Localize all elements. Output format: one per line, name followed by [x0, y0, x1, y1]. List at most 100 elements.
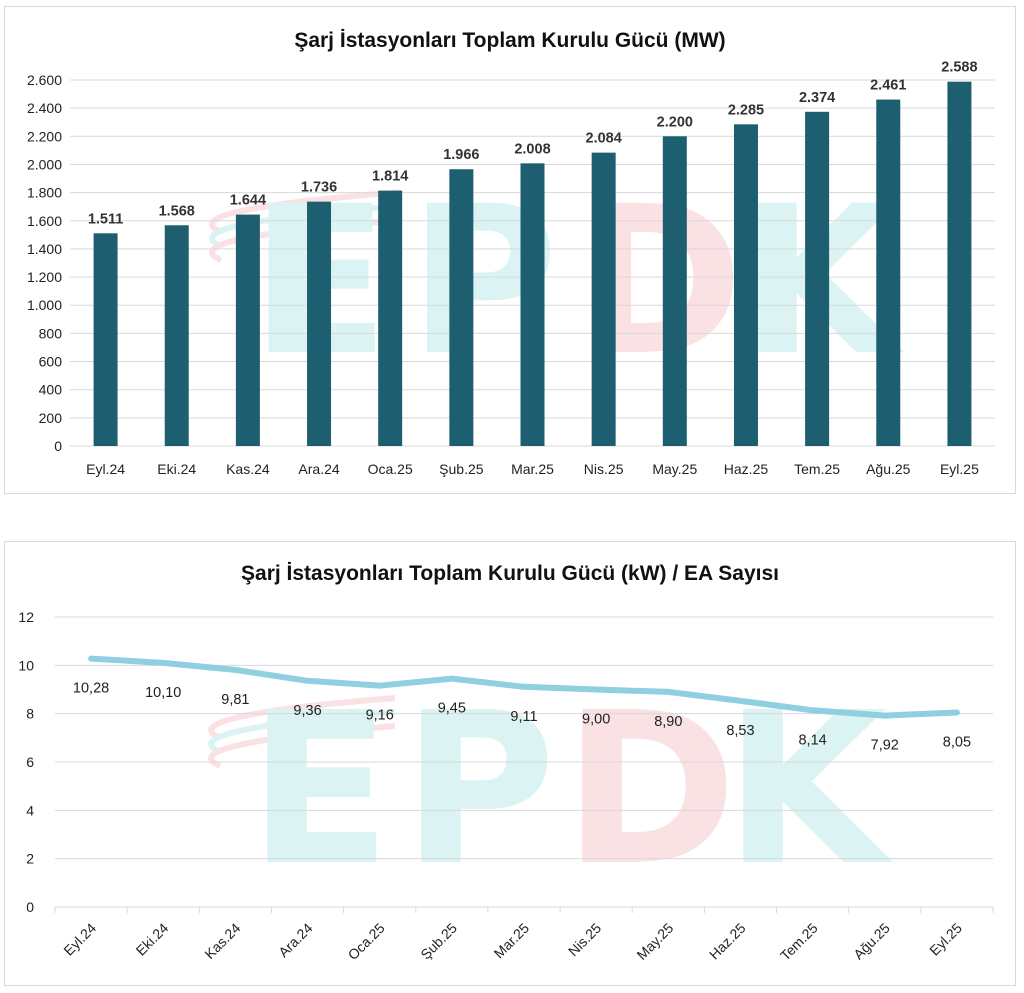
- bar-chart-panel: Şarj İstasyonları Toplam Kurulu Gücü (MW…: [4, 6, 1016, 494]
- svg-text:E: E: [248, 667, 391, 912]
- y-tick-label: 1.400: [27, 241, 62, 257]
- bar-chart-title: Şarj İstasyonları Toplam Kurulu Gücü (MW…: [294, 29, 726, 52]
- data-label: 2.285: [728, 102, 764, 118]
- x-tick-label: Oca.25: [345, 920, 388, 963]
- data-label: 7,92: [871, 738, 899, 754]
- x-tick-label: Mar.25: [491, 920, 533, 962]
- data-label: 1.966: [443, 147, 479, 163]
- x-tick-label: Eyl.24: [60, 920, 99, 959]
- bar: [733, 124, 758, 446]
- bar: [520, 163, 545, 446]
- data-label: 9,36: [293, 703, 321, 719]
- bar: [164, 225, 189, 446]
- bar: [876, 99, 901, 446]
- x-tick-label: May.25: [652, 461, 697, 477]
- bar: [947, 81, 972, 446]
- data-point: [378, 684, 381, 687]
- y-tick-label: 10: [18, 657, 34, 673]
- y-tick-label: 2: [26, 851, 34, 867]
- x-tick-label: Kas.24: [201, 920, 243, 962]
- y-tick-label: 2.200: [27, 128, 62, 144]
- x-tick-label: Ara.24: [298, 461, 339, 477]
- bar: [591, 152, 616, 447]
- data-label: 9,11: [510, 709, 537, 725]
- x-tick-label: Eki.24: [157, 461, 196, 477]
- data-point: [811, 709, 814, 712]
- data-label: 1.814: [372, 169, 408, 185]
- data-label: 2.008: [514, 141, 550, 157]
- bar-chart: EPDK02004006008001.0001.2001.4001.6001.8…: [27, 60, 995, 477]
- x-tick-label: May.25: [633, 920, 676, 963]
- data-label: 1.736: [301, 180, 337, 196]
- data-label: 2.461: [870, 78, 906, 94]
- data-label: 10,28: [73, 681, 109, 697]
- data-point: [523, 685, 525, 688]
- data-label: 9,45: [438, 701, 466, 717]
- bar: [378, 190, 403, 446]
- x-tick-label: Şub.25: [439, 461, 484, 477]
- line-chart-title: Şarj İstasyonları Toplam Kurulu Gücü (kW…: [241, 562, 779, 585]
- data-label: 8,90: [654, 714, 682, 730]
- x-tick-label: Ara.24: [275, 920, 316, 961]
- data-label: 2.084: [586, 131, 622, 147]
- data-point: [883, 714, 886, 717]
- x-tick-label: Eyl.24: [86, 461, 125, 477]
- line-chart-panel: Şarj İstasyonları Toplam Kurulu Gücü (kW…: [4, 541, 1016, 986]
- x-tick-label: Kas.24: [226, 461, 270, 477]
- y-tick-label: 6: [26, 754, 34, 770]
- y-tick-label: 2.400: [27, 100, 62, 116]
- y-tick-label: 1.600: [27, 213, 62, 229]
- data-label: 9,16: [366, 708, 394, 724]
- x-tick-label: Tem.25: [777, 920, 821, 964]
- y-tick-label: 0: [26, 899, 34, 915]
- bar: [93, 233, 118, 446]
- x-tick-label: Eyl.25: [940, 461, 979, 477]
- y-tick-label: 600: [39, 354, 63, 370]
- y-tick-label: 1.200: [27, 269, 62, 285]
- data-label: 1.644: [230, 193, 266, 209]
- svg-text:P: P: [402, 667, 556, 912]
- data-label: 8,14: [798, 732, 826, 748]
- x-tick-label: Ağu.25: [866, 461, 911, 477]
- data-label: 8,05: [943, 734, 971, 750]
- x-tick-label: Haz.25: [724, 461, 769, 477]
- x-tick-label: Nis.25: [565, 920, 605, 960]
- data-label: 1.568: [159, 203, 195, 219]
- x-tick-label: Oca.25: [368, 461, 413, 477]
- bar: [235, 214, 260, 446]
- x-tick-label: Mar.25: [511, 461, 554, 477]
- data-label: 10,10: [145, 685, 181, 701]
- data-point: [450, 677, 453, 680]
- data-label: 9,00: [582, 712, 610, 728]
- svg-text:D: D: [563, 667, 737, 912]
- bar: [449, 169, 474, 447]
- data-point: [595, 688, 598, 691]
- line-chart: E P DK 0 2 4 6 8 10 12 10,28 Eyl.24 10,10 Eki.24 9,81 K…: [18, 609, 994, 964]
- y-tick-label: 1.000: [27, 297, 62, 313]
- data-label: 2.588: [941, 60, 977, 76]
- data-point: [306, 679, 309, 682]
- x-tick-label: Eyl.25: [926, 920, 965, 959]
- y-tick-label: 0: [54, 438, 62, 454]
- x-tick-label: Eki.24: [133, 920, 172, 959]
- x-tick-label: Nis.25: [584, 461, 624, 477]
- x-tick-label: Haz.25: [706, 920, 749, 963]
- data-label: 1.511: [88, 211, 124, 227]
- y-tick-label: 1.800: [27, 185, 62, 201]
- data-point: [234, 668, 237, 671]
- bar: [662, 136, 687, 447]
- data-point: [90, 657, 93, 660]
- y-tick-label: 2.600: [27, 72, 62, 88]
- x-tick-label: Tem.25: [794, 461, 840, 477]
- data-label: 9,81: [221, 692, 249, 708]
- y-tick-label: 8: [26, 706, 34, 722]
- y-tick-label: 12: [18, 609, 34, 625]
- y-tick-label: 200: [39, 410, 63, 426]
- y-tick-label: 2.000: [27, 156, 62, 172]
- x-tick-label: Şub.25: [417, 920, 460, 963]
- data-label: 8,53: [726, 723, 754, 739]
- data-label: 2.374: [799, 90, 835, 106]
- data-point: [667, 690, 670, 693]
- data-label: 2.200: [657, 114, 693, 130]
